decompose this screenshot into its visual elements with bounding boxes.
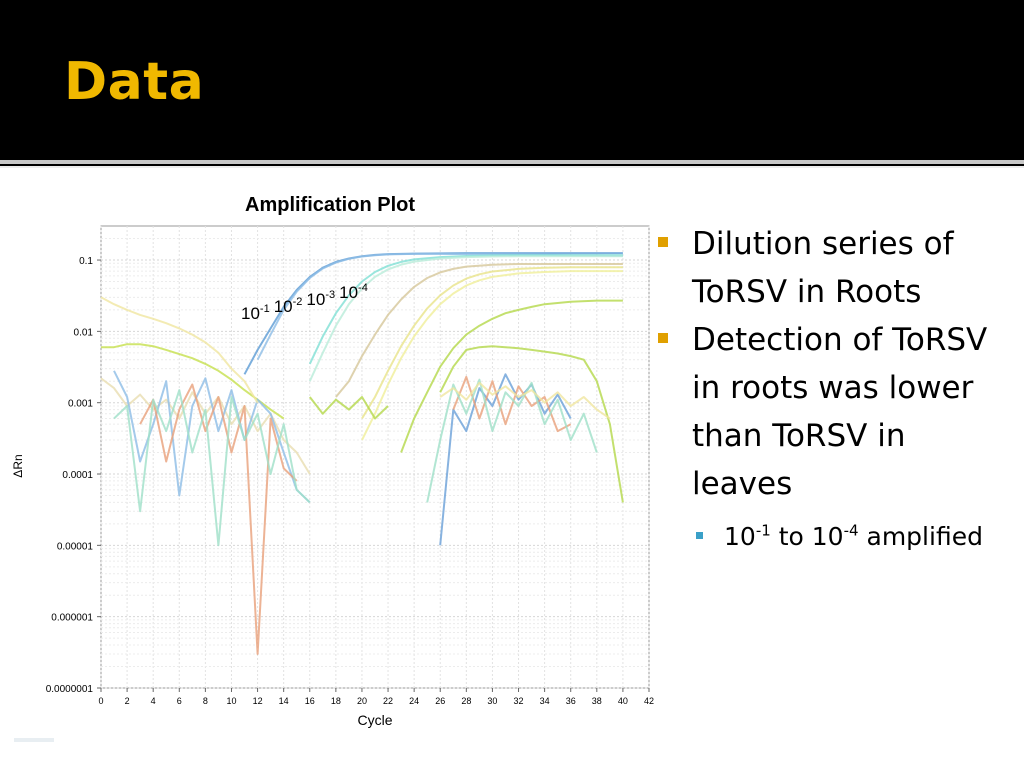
x-tick-label: 42 [644,696,654,706]
x-axis-label: Cycle [357,712,392,728]
bullet-line: leaves [692,466,793,502]
y-tick-label: 0.000001 [51,613,93,624]
dilution-exponent: -3 [325,289,335,301]
series-line [308,255,623,382]
corner-mark [14,738,54,742]
dilution-annotation: 10-1 10-2 10-3 10-4 [241,282,368,323]
series-line [335,263,623,398]
plot-area [100,225,650,689]
dilution-exponent: -2 [293,296,303,308]
x-tick-label: 6 [177,696,182,706]
bullet-item: Detection of ToRSV in roots was lower th… [656,316,1018,508]
bullet-line: Detection of ToRSV [692,322,988,358]
sub-bullet-exponent: -1 [755,521,771,540]
x-tick-label: 34 [540,696,550,706]
x-tick-label: 16 [305,696,315,706]
series-line [113,389,311,547]
y-tick-label: 0.0000001 [46,684,94,695]
dilution-labels: 10-1 10-2 10-3 10-4 [241,282,368,323]
grid [100,226,650,689]
dilution-base: 10 [274,297,293,316]
title-divider-light [0,166,1024,168]
x-tick-label: 8 [203,696,208,706]
sub-bullet-item: 10-1 to 10-4 amplified [656,518,1018,556]
dilution-exponent: -1 [260,303,270,315]
slide-title: Data [64,52,205,112]
title-bar [0,0,1024,160]
x-tick-label: 30 [487,696,497,706]
bullet-item: Dilution series of ToRSV in Roots [656,220,1018,316]
y-tick-label: 0.00001 [57,541,94,552]
x-tick-label: 38 [592,696,602,706]
x-tick-label: 10 [226,696,236,706]
x-tick-label: 28 [461,696,471,706]
x-tick-label: 12 [253,696,263,706]
dilution-base: 10 [339,283,358,302]
series-line [439,345,624,503]
x-tick-label: 36 [566,696,576,706]
x-tick-label: 26 [435,696,445,706]
series-layer [100,252,624,655]
series-line [113,370,311,504]
x-tick-label: 18 [331,696,341,706]
bullet-marker-icon [658,333,668,343]
sub-bullet-tail: amplified [858,522,983,551]
x-tick-label: 32 [514,696,524,706]
bullet-list: Dilution series of ToRSV in Roots Detect… [656,220,1018,556]
x-tick-label: 4 [151,696,156,706]
y-tick-label: 0.1 [79,256,93,267]
sub-bullet-marker-icon [696,532,703,539]
bullet-line: in roots was lower [692,370,974,406]
axes: 0 2 4 6 8 10 12 14 16 18 20 22 24 26 28 30 32 34 36 38 40 420… [46,256,654,706]
x-tick-label: 0 [98,696,103,706]
sub-bullet-exponent: -4 [843,521,859,540]
x-tick-label: 40 [618,696,628,706]
y-axis-label: ΔRn [11,454,25,477]
y-tick-label: 0.001 [68,399,93,410]
y-tick-label: 0.0001 [62,470,93,481]
series-line [309,396,389,420]
bullet-line: than ToRSV in [692,418,906,454]
series-line [400,299,623,453]
bullet-line: Dilution series of [692,226,954,262]
series-line [100,296,259,404]
x-tick-label: 2 [125,696,130,706]
sub-bullet-base: 10 [724,522,756,551]
x-tick-label: 20 [357,696,367,706]
series-line [139,383,298,655]
chart-title: Amplification Plot [245,194,415,216]
dilution-base: 10 [241,304,260,323]
dilution-base: 10 [306,290,325,309]
bullet-marker-icon [658,237,668,247]
sub-bullet-mid: to 10 [770,522,844,551]
series-line [361,266,623,420]
y-tick-label: 0.01 [74,327,94,338]
bullet-line: ToRSV in Roots [692,274,922,310]
dilution-exponent: -4 [358,282,368,294]
x-tick-label: 14 [279,696,289,706]
x-tick-label: 22 [383,696,393,706]
amplification-plot: 0 2 4 6 8 10 12 14 16 18 20 22 24 26 28 30 32 34 36 38 40 42 0… [0,168,660,740]
x-tick-label: 24 [409,696,419,706]
title-divider [0,160,1024,164]
amplification-plot-svg: 0 2 4 6 8 10 12 14 16 18 20 22 24 26 28 30 32 34 36 38 40 420… [0,168,660,740]
series-line [361,270,623,441]
series-line [439,381,611,420]
